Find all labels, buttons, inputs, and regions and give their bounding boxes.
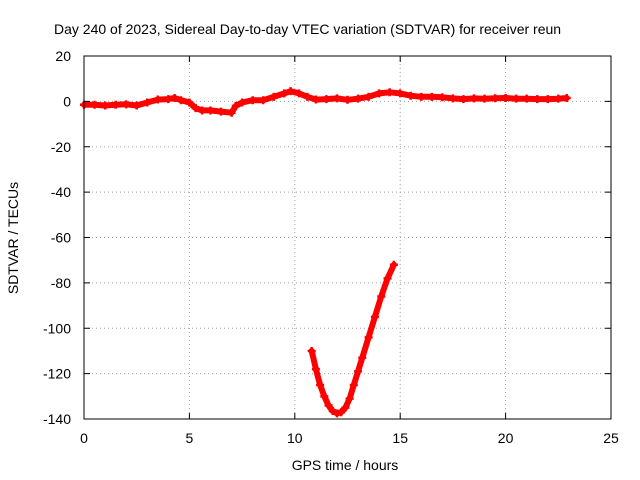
x-tick-label: 5 [186, 430, 194, 446]
series-point [307, 346, 316, 355]
series-point [269, 92, 278, 101]
series-point [501, 93, 510, 102]
series-point [217, 107, 226, 116]
series-point [280, 89, 289, 98]
series-point [349, 380, 358, 389]
series-point [143, 98, 152, 107]
series-point [354, 367, 363, 376]
series-point [311, 365, 320, 374]
series-point [383, 274, 392, 283]
series-point [438, 93, 447, 102]
series-point [185, 98, 194, 107]
series-point [259, 96, 268, 105]
series-point [389, 260, 398, 269]
y-axis-title: SDTVAR / TECUs [5, 182, 21, 294]
series-point [533, 95, 542, 104]
series-point [358, 353, 367, 362]
series-point [427, 92, 436, 101]
series-point [385, 88, 394, 97]
series-point [543, 95, 552, 104]
y-tick-label: 20 [55, 48, 71, 64]
series-point [176, 96, 185, 105]
series-point [311, 95, 320, 104]
y-tick-label: -40 [51, 184, 71, 200]
series-point [417, 92, 426, 101]
y-tick-label: -120 [43, 366, 71, 382]
series-point [170, 93, 179, 102]
series-point [345, 394, 354, 403]
series-point [324, 401, 333, 410]
x-axis-title: GPS time / hours [292, 457, 399, 473]
series-point [231, 101, 240, 110]
series-point [396, 89, 405, 98]
series-point [328, 407, 337, 416]
series-point [375, 89, 384, 98]
series-point [111, 100, 120, 109]
series-point [132, 101, 141, 110]
series-point [320, 392, 329, 401]
series-point [491, 94, 500, 103]
series-point [90, 100, 99, 109]
series-point [295, 89, 304, 98]
series-point [448, 94, 457, 103]
series-group [80, 87, 571, 418]
y-tick-label: -20 [51, 139, 71, 155]
series-point [354, 94, 363, 103]
x-tick-label: 15 [392, 430, 408, 446]
series-point [469, 94, 478, 103]
series-point [370, 312, 379, 321]
series-point [238, 98, 247, 107]
series-point [303, 92, 312, 101]
series-point [248, 96, 257, 105]
x-tick-label: 10 [287, 430, 303, 446]
series-point [512, 94, 521, 103]
y-tick-label: -100 [43, 320, 71, 336]
series-point [101, 101, 110, 110]
series-point [554, 94, 563, 103]
series-point [459, 95, 468, 104]
series-point [343, 95, 352, 104]
series-point [198, 106, 207, 115]
series-point [191, 104, 200, 113]
series-point [206, 106, 215, 115]
y-tick-label: -60 [51, 230, 71, 246]
y-tick-label: -140 [43, 411, 71, 427]
series-point [227, 108, 236, 117]
series-dip-arc [308, 261, 397, 417]
series-point [522, 94, 531, 103]
series-point [322, 95, 331, 104]
y-tick-label: 0 [63, 93, 71, 109]
series-point [406, 91, 415, 100]
series-point [341, 403, 350, 412]
plot-frame [83, 55, 612, 420]
ticks [83, 55, 612, 420]
series-point [562, 93, 571, 102]
series-point [153, 95, 162, 104]
series-point [337, 408, 346, 417]
series-point [364, 333, 373, 342]
series-point [377, 292, 386, 301]
grid [84, 56, 611, 419]
tick-labels: 0 5 10 15 20 25 -140 -120 -100 -80 -60 -40 -20 0 20 [43, 48, 619, 446]
series-point [286, 87, 295, 96]
series-point [332, 94, 341, 103]
chart-title: Day 240 of 2023, Sidereal Day-to-day VTE… [54, 21, 561, 37]
y-tick-label: -80 [51, 275, 71, 291]
series-point [480, 94, 489, 103]
series-point [364, 92, 373, 101]
x-tick-label: 0 [80, 430, 88, 446]
series-point [122, 100, 131, 109]
x-tick-label: 25 [603, 430, 619, 446]
x-tick-label: 20 [498, 430, 514, 446]
series-point [316, 380, 325, 389]
